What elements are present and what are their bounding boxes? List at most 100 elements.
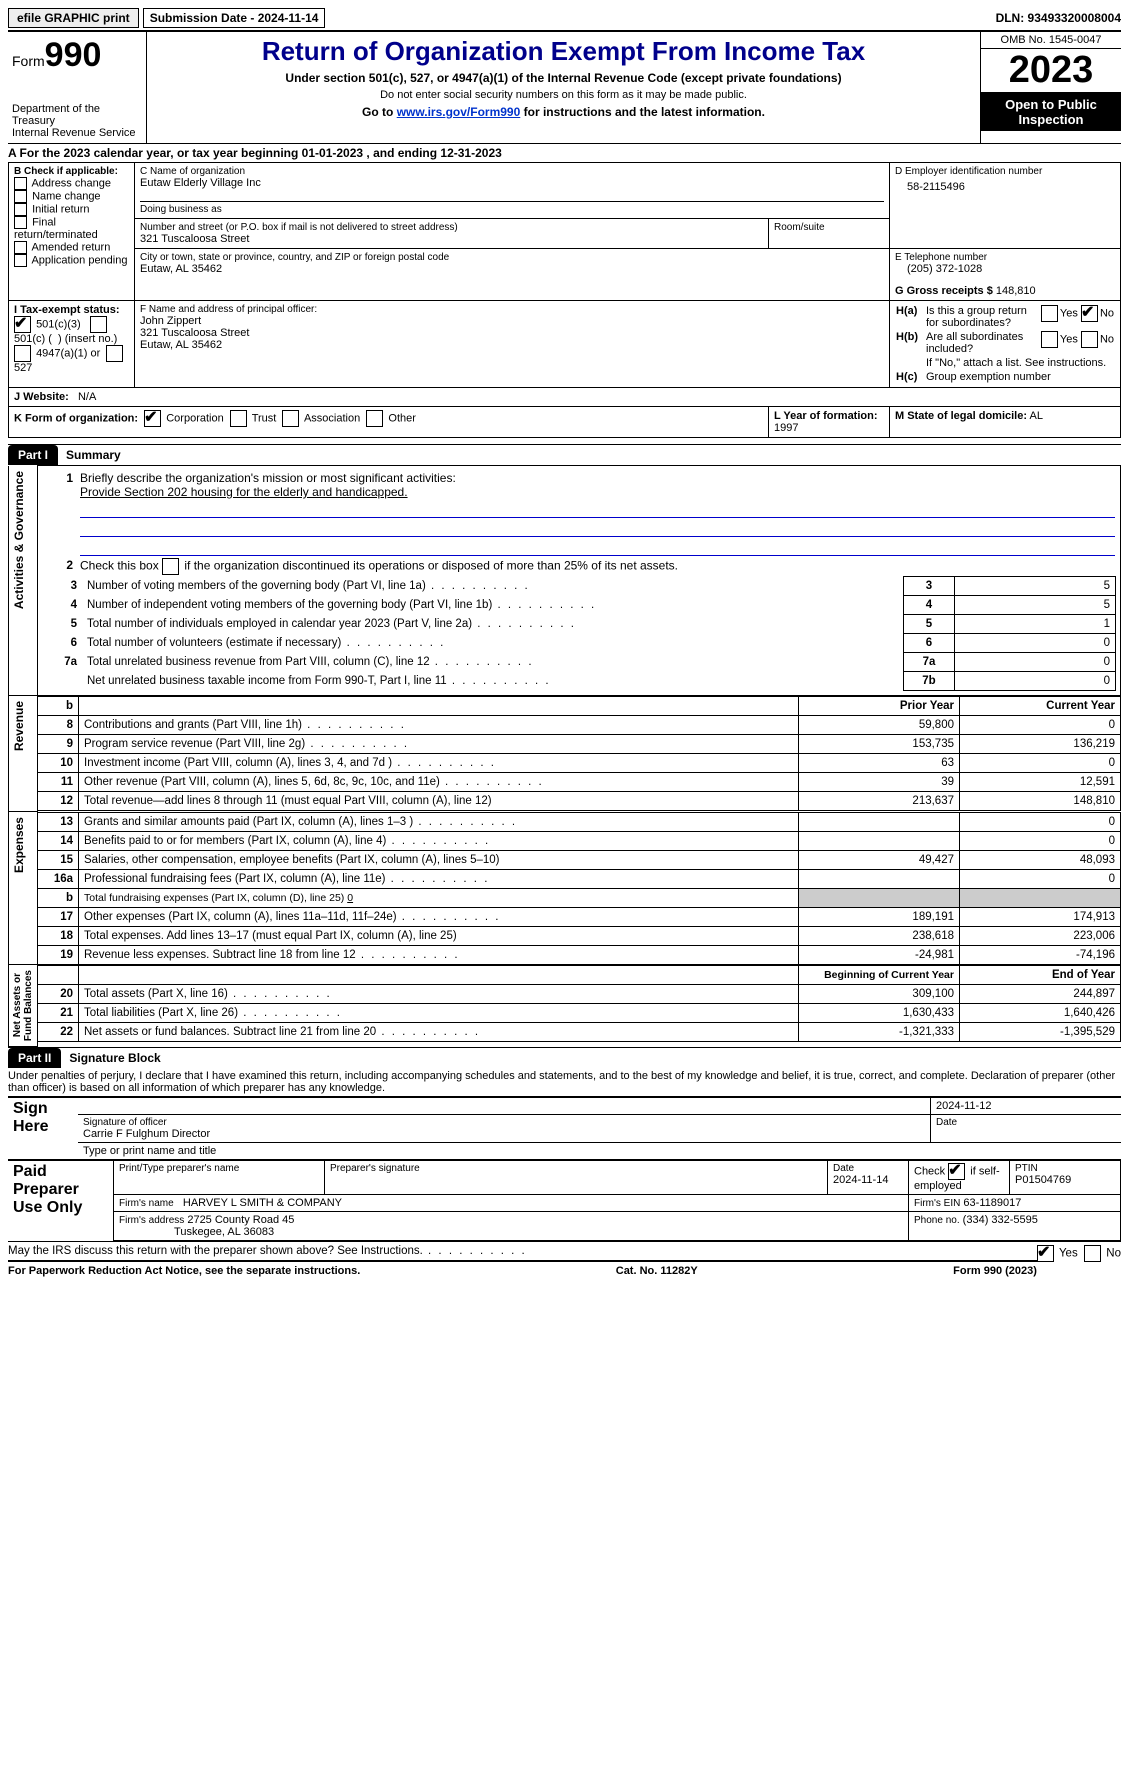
firm-phone: (334) 332-5595 <box>963 1214 1038 1226</box>
check-app-pending[interactable]: Application pending <box>14 254 129 267</box>
check-initial-return[interactable]: Initial return <box>14 203 129 216</box>
hdr-prior: Prior Year <box>799 697 960 716</box>
prep-sig-label: Preparer's signature <box>330 1163 822 1174</box>
nd: Net assets or fund balances. Subtract li… <box>79 1023 799 1042</box>
check-discontinued[interactable] <box>162 558 179 575</box>
check-address-change[interactable]: Address change <box>14 177 129 190</box>
line-a-prefix: A For the 2023 calendar year, or tax yea… <box>8 146 302 160</box>
city-label: City or town, state or province, country… <box>140 252 884 263</box>
form990-link[interactable]: www.irs.gov/Form990 <box>397 105 521 119</box>
l3-val: 5 <box>955 577 1116 596</box>
expenses-section: Expenses 13Grants and similar amounts pa… <box>8 812 1121 966</box>
part2-num: Part II <box>8 1048 61 1068</box>
domicile: AL <box>1029 410 1042 422</box>
check-other[interactable] <box>366 410 383 427</box>
discuss-yes[interactable] <box>1037 1245 1054 1262</box>
opt-501c3: 501(c)(3) <box>36 318 81 330</box>
rp: 39 <box>799 773 960 792</box>
en: 13 <box>38 812 79 831</box>
rn: 11 <box>38 773 79 792</box>
part1-num: Part I <box>8 445 58 465</box>
ep: -24,981 <box>799 945 960 964</box>
check-name-change[interactable]: Name change <box>14 190 129 203</box>
goto-suffix: for instructions and the latest informat… <box>520 105 765 119</box>
check-self-employed[interactable] <box>948 1163 965 1180</box>
firm-addr2: Tuskegee, AL 36083 <box>174 1226 274 1238</box>
rp: 153,735 <box>799 735 960 754</box>
check-527[interactable] <box>106 345 123 362</box>
ein-value: 58-2115496 <box>895 177 1115 193</box>
ha-no[interactable] <box>1081 305 1098 322</box>
check-assoc[interactable] <box>282 410 299 427</box>
hdr-curr: Current Year <box>960 697 1121 716</box>
rn: 10 <box>38 754 79 773</box>
header-boxes: B Check if applicable: Address change Na… <box>8 162 1121 438</box>
l7b-val: 0 <box>955 672 1116 691</box>
opt-501c-a: 501(c) ( <box>14 333 52 345</box>
opt-527: 527 <box>14 362 32 374</box>
discuss-no[interactable] <box>1084 1245 1101 1262</box>
check-label: Application pending <box>31 254 127 266</box>
rd: Program service revenue (Part VIII, line… <box>79 735 799 754</box>
efile-button[interactable]: efile GRAPHIC print <box>8 8 139 28</box>
l6-val: 0 <box>955 634 1116 653</box>
ec: 0 <box>960 812 1121 831</box>
ep <box>799 869 960 888</box>
ha-question: Is this a group return for subordinates? <box>925 304 1040 330</box>
ed: Salaries, other compensation, employee b… <box>79 850 799 869</box>
omb-number: OMB No. 1545-0047 <box>981 32 1121 49</box>
prep-date: 2024-11-14 <box>833 1174 903 1186</box>
rc: 0 <box>960 716 1121 735</box>
ed: Grants and similar amounts paid (Part IX… <box>79 812 799 831</box>
opt-trust: Trust <box>252 412 277 424</box>
rn: 9 <box>38 735 79 754</box>
ed: Revenue less expenses. Subtract line 18 … <box>79 945 799 964</box>
check-501c[interactable] <box>90 316 107 333</box>
check-4947[interactable] <box>14 345 31 362</box>
rd: Contributions and grants (Part VIII, lin… <box>79 716 799 735</box>
officer-city: Eutaw, AL 35462 <box>140 339 884 351</box>
check-corp[interactable] <box>144 410 161 427</box>
check-trust[interactable] <box>230 410 247 427</box>
city-value: Eutaw, AL 35462 <box>140 263 884 275</box>
date-label: Date <box>936 1117 1116 1128</box>
form-label: Form <box>12 53 45 69</box>
paid-preparer: Paid Preparer Use Only <box>8 1160 114 1241</box>
form-org-label: K Form of organization: <box>14 412 138 424</box>
gross-value: 148,810 <box>996 285 1036 297</box>
ed: Benefits paid to or for members (Part IX… <box>79 831 799 850</box>
check-501c3[interactable] <box>14 316 31 333</box>
officer-name: John Zippert <box>140 315 884 327</box>
org-name: Eutaw Elderly Village Inc <box>140 177 884 189</box>
sect-activities: Activities & Governance <box>10 467 28 613</box>
yes-label: Yes <box>1060 307 1078 319</box>
discuss-row: May the IRS discuss this return with the… <box>8 1241 1121 1260</box>
l2: Check this box if the organization disco… <box>79 557 1116 576</box>
en: 14 <box>38 831 79 850</box>
firm-addr-label: Firm's address <box>119 1215 184 1226</box>
check-final-return[interactable]: Final return/terminated <box>14 216 129 241</box>
footer-mid: Cat. No. 11282Y <box>616 1265 698 1277</box>
tax-status-label: I Tax-exempt status: <box>14 304 120 316</box>
self-employed: Check if self-employed <box>909 1160 1010 1195</box>
check-amended[interactable]: Amended return <box>14 241 129 254</box>
hb-yes[interactable] <box>1041 331 1058 348</box>
nc: -1,395,529 <box>960 1023 1121 1042</box>
dln: DLN: 93493320008004 <box>996 11 1121 25</box>
footer-left: For Paperwork Reduction Act Notice, see … <box>8 1265 360 1277</box>
sig-officer-label: Signature of officer <box>83 1117 925 1128</box>
rn: 8 <box>38 716 79 735</box>
officer-label: F Name and address of principal officer: <box>140 304 884 315</box>
ha-yes[interactable] <box>1041 305 1058 322</box>
ep: 238,618 <box>799 926 960 945</box>
ep <box>799 831 960 850</box>
ec: 48,093 <box>960 850 1121 869</box>
np: 309,100 <box>799 985 960 1004</box>
hb-question: Are all subordinates included? <box>925 330 1040 356</box>
netassets-section: Net Assets orFund Balances Beginning of … <box>8 965 1121 1047</box>
hb-note: If "No," attach a list. See instructions… <box>925 356 1115 370</box>
phone-label: E Telephone number <box>895 252 1115 263</box>
box-b-title: B Check if applicable: <box>14 166 129 177</box>
yes-label: Yes <box>1059 1248 1078 1260</box>
hb-no[interactable] <box>1081 331 1098 348</box>
